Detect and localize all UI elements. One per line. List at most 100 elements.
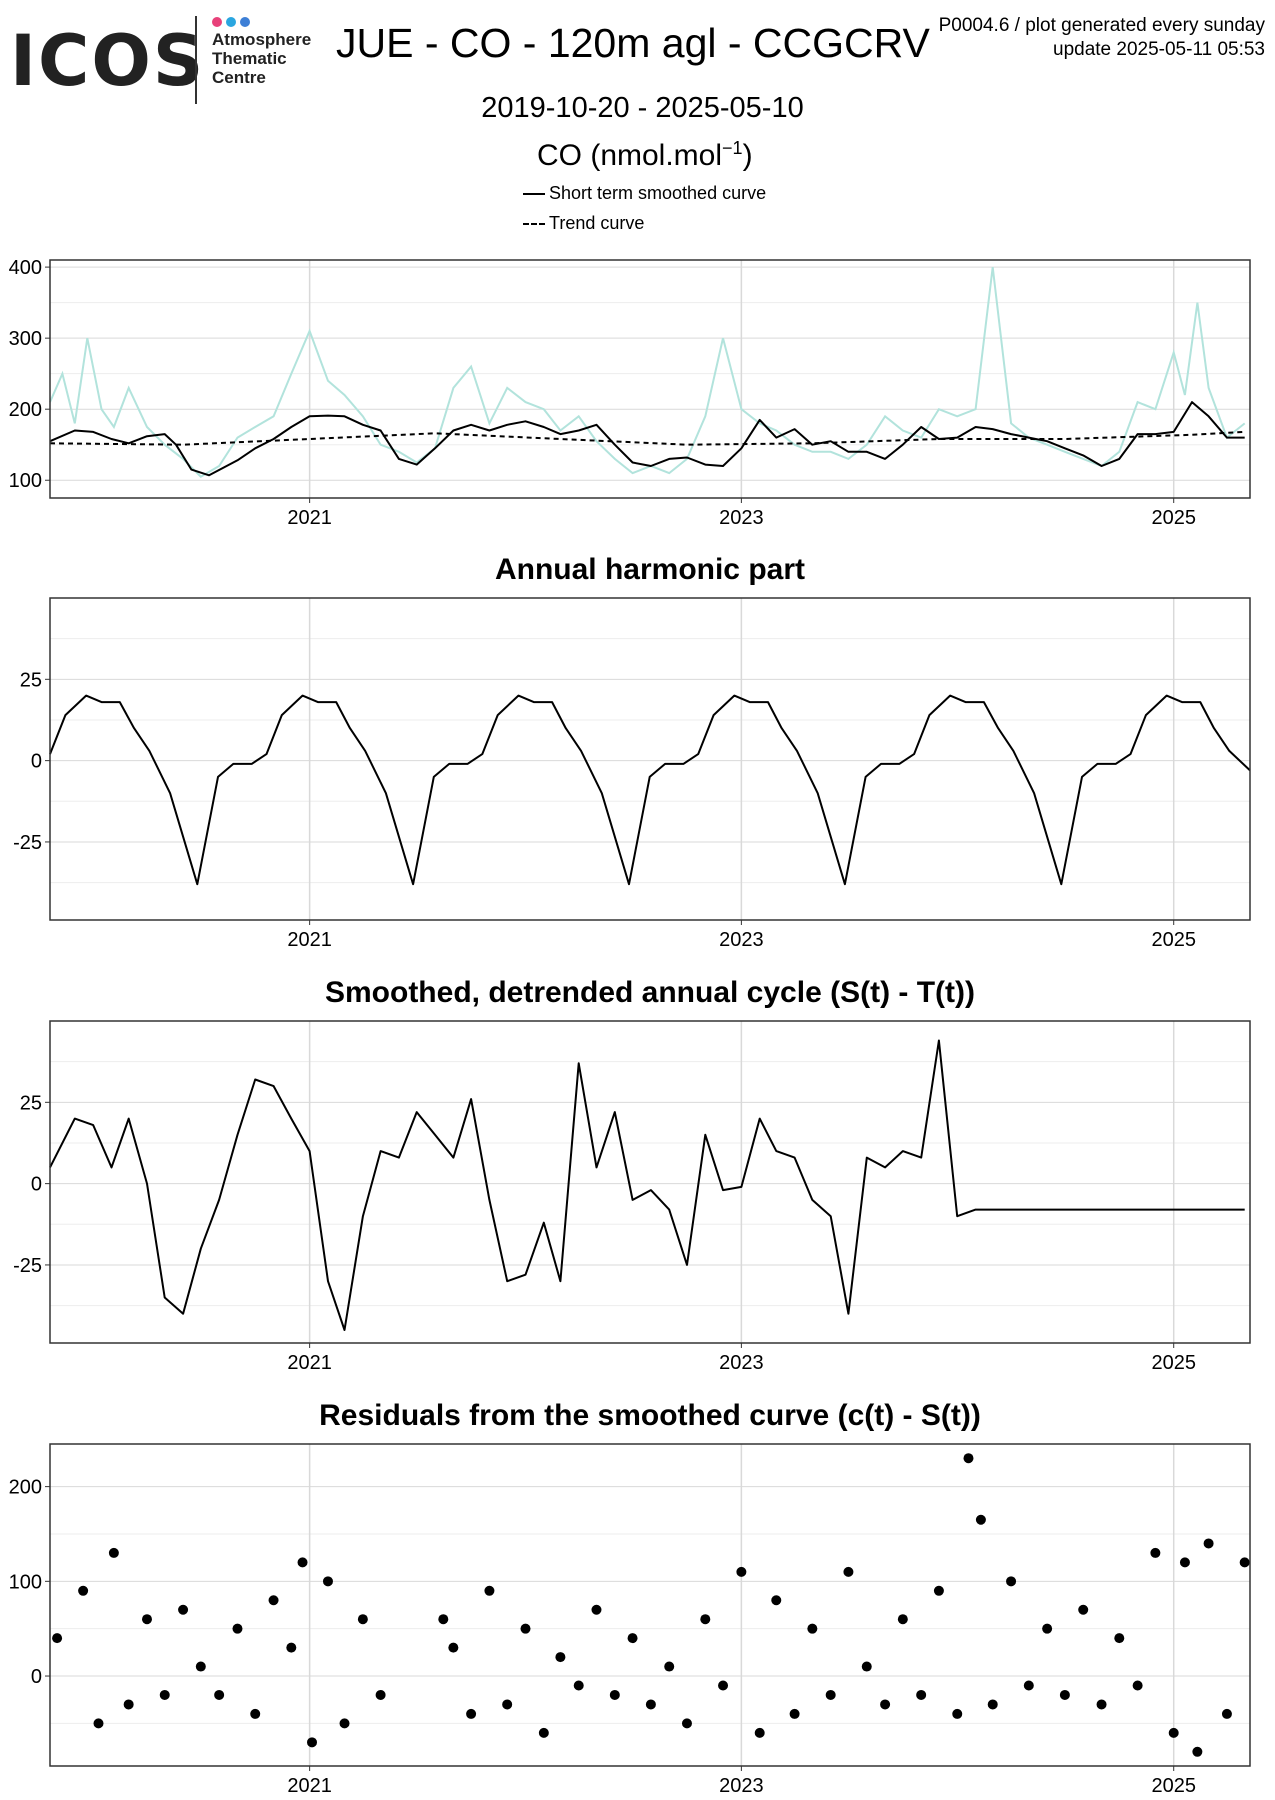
residual-point xyxy=(214,1689,225,1700)
y-tick-label: 200 xyxy=(9,399,42,421)
logo-subtitle-line: Atmosphere xyxy=(212,30,312,49)
icos-logo: ICOS xyxy=(10,20,206,102)
residual-point xyxy=(520,1623,531,1634)
x-tick-label: 2025 xyxy=(1151,929,1196,951)
logo-divider xyxy=(195,16,197,104)
residual-point xyxy=(736,1566,747,1577)
legend-swatch-dashed xyxy=(523,222,545,225)
logo-subtitle: Atmosphere Thematic Centre xyxy=(212,30,311,87)
panel-title-harmonic: Annual harmonic part xyxy=(494,553,806,586)
panel-title-detrended: Smoothed, detrended annual cycle (S(t) -… xyxy=(324,976,976,1009)
x-tick-label: 2021 xyxy=(287,929,332,951)
x-tick-label: 2023 xyxy=(719,1352,764,1374)
residual-point xyxy=(963,1453,974,1464)
logo-dots xyxy=(212,14,254,32)
residual-point xyxy=(93,1718,104,1729)
residual-point xyxy=(123,1699,134,1710)
legend-label: Trend curve xyxy=(549,213,645,233)
legend-swatch-solid xyxy=(523,192,545,195)
trend-curve xyxy=(49,430,1245,446)
residual-point xyxy=(1221,1708,1232,1719)
x-tick-label: 2025 xyxy=(1151,507,1196,529)
info-block: P0004.6 / plot generated every sunday up… xyxy=(939,14,1265,62)
legend-item-smoothed: Short term smoothed curve xyxy=(523,183,766,204)
residual-point xyxy=(178,1604,189,1615)
residual-point xyxy=(843,1566,854,1577)
residual-point xyxy=(466,1708,477,1719)
y-tick-label: 25 xyxy=(20,1092,42,1114)
residual-point xyxy=(975,1514,986,1525)
logo-dot-blue xyxy=(226,17,236,27)
logo-subtitle-line: Centre xyxy=(212,68,266,87)
residual-point xyxy=(718,1680,729,1691)
logo-dot-darkblue xyxy=(240,17,250,27)
unit-close: ) xyxy=(742,139,753,172)
residual-point xyxy=(1203,1538,1214,1549)
residual-point xyxy=(880,1699,891,1710)
residual-point xyxy=(1078,1604,1089,1615)
update-line: update 2025-05-11 05:53 xyxy=(1053,39,1265,60)
plot-frame xyxy=(49,1443,1251,1767)
residual-point xyxy=(339,1718,350,1729)
residual-point xyxy=(1114,1633,1125,1644)
residual-point xyxy=(141,1614,152,1625)
residual-point xyxy=(286,1642,297,1653)
residual-point xyxy=(897,1614,908,1625)
residual-point xyxy=(322,1576,333,1587)
page-title: JUE - CO - 120m agl - CCGCRV xyxy=(336,20,930,66)
plot-frame xyxy=(49,1020,1251,1344)
residuals-chart: 200 100 0 2021 2023 2025 xyxy=(9,1443,1251,1797)
residual-point xyxy=(484,1585,495,1596)
date-range: 2019-10-20 - 2025-05-10 xyxy=(481,92,804,124)
residual-point xyxy=(375,1689,386,1700)
info-line: P0004.6 / plot generated every sunday xyxy=(938,15,1265,36)
residual-point xyxy=(1006,1576,1017,1587)
residual-point xyxy=(448,1642,459,1653)
residual-point xyxy=(1239,1557,1250,1568)
residual-point xyxy=(1096,1699,1107,1710)
y-tick-label: 0 xyxy=(31,1174,42,1196)
co-timeseries-chart: 100 200 300 400 2021 2023 2025 xyxy=(9,257,1251,529)
residual-point xyxy=(933,1585,944,1596)
panel-title-residuals: Residuals from the smoothed curve (c(t) … xyxy=(319,1399,981,1432)
residual-point xyxy=(297,1557,308,1568)
smoothed-curve xyxy=(49,1039,1245,1331)
unit-superscript: −1 xyxy=(722,138,743,158)
y-tick-label: 400 xyxy=(9,257,42,279)
residual-point xyxy=(232,1623,243,1634)
residual-point xyxy=(538,1727,549,1738)
residual-point xyxy=(502,1699,513,1710)
residual-point xyxy=(1179,1557,1190,1568)
annual-harmonic-chart: 25 0 -25 2021 2023 2025 xyxy=(13,597,1251,951)
residual-point xyxy=(1150,1547,1161,1558)
y-tick-label: 25 xyxy=(20,669,42,691)
residual-point xyxy=(916,1689,927,1700)
unit-label: CO (nmol.mol−1) xyxy=(537,138,753,173)
y-tick-label: 0 xyxy=(31,751,42,773)
y-tick-label: 100 xyxy=(9,1571,42,1593)
unit-text: CO (nmol.mol xyxy=(537,139,723,172)
x-tick-label: 2023 xyxy=(719,929,764,951)
residual-point xyxy=(268,1595,279,1606)
residual-point xyxy=(1059,1689,1070,1700)
residual-point xyxy=(807,1623,818,1634)
x-tick-label: 2025 xyxy=(1151,1352,1196,1374)
logo-dot-pink xyxy=(212,17,222,27)
residual-point xyxy=(250,1708,261,1719)
y-tick-label: 300 xyxy=(9,328,42,350)
residual-point xyxy=(861,1661,872,1672)
residual-point xyxy=(438,1614,449,1625)
residual-point xyxy=(1042,1623,1053,1634)
residual-point xyxy=(952,1708,963,1719)
plot-frame xyxy=(49,259,1251,499)
residual-point xyxy=(108,1547,119,1558)
residual-point xyxy=(771,1595,782,1606)
residual-point xyxy=(664,1661,675,1672)
residual-point xyxy=(1192,1746,1203,1757)
residual-point xyxy=(789,1708,800,1719)
y-tick-label: -25 xyxy=(13,832,42,854)
residual-point xyxy=(825,1689,836,1700)
y-tick-label: 100 xyxy=(9,470,42,492)
y-tick-label: -25 xyxy=(13,1255,42,1277)
residual-point xyxy=(1023,1680,1034,1691)
